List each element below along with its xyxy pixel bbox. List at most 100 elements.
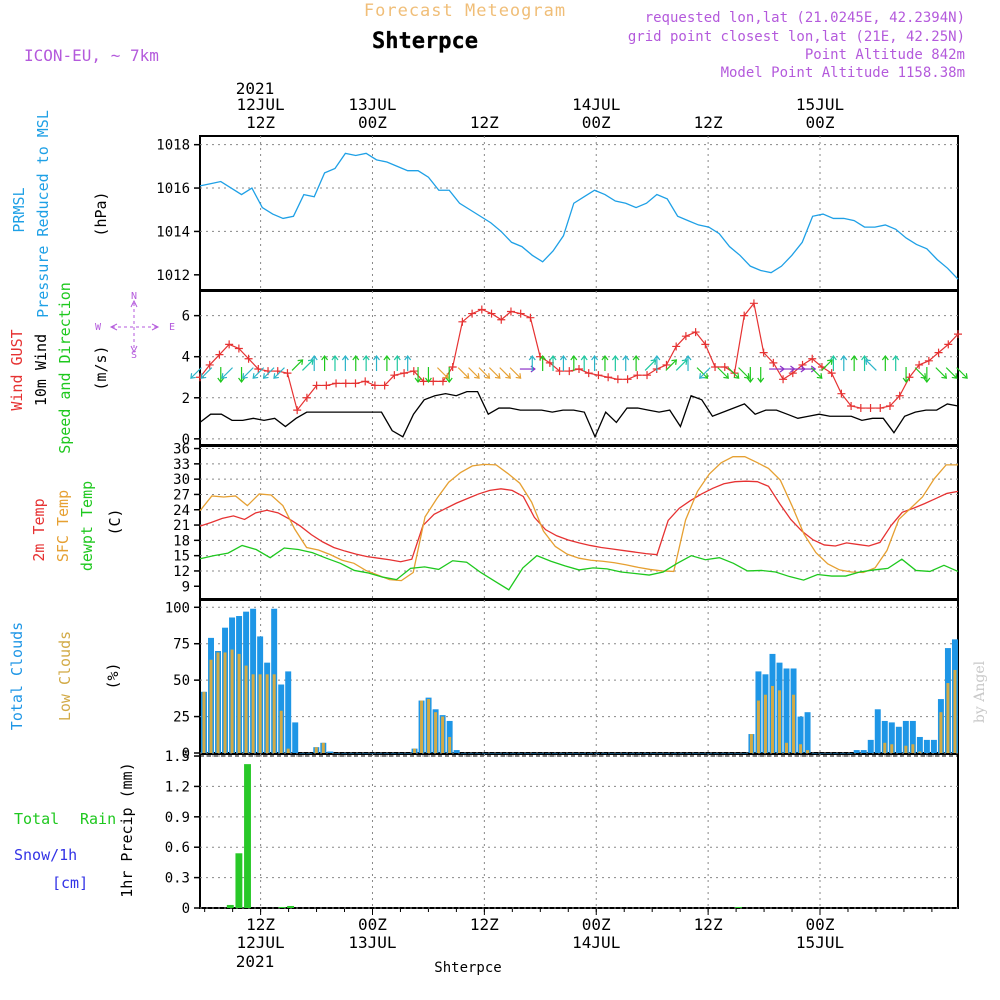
total-cloud-bar	[292, 722, 299, 753]
total-cloud-bar	[699, 753, 706, 754]
wind-arrow-head	[570, 355, 578, 361]
gust-marker	[506, 307, 515, 316]
wind-arrow-head	[424, 377, 432, 384]
wind-arrow	[644, 359, 657, 371]
top-date-label: 15JUL	[796, 95, 844, 114]
compass-s: S	[131, 350, 137, 361]
low-clouds-label: Low Clouds	[56, 631, 74, 721]
precip-unit: 1hr Precip (mm)	[118, 762, 136, 897]
gust-marker	[390, 371, 399, 380]
bottom-hour-label: 12Z	[694, 915, 723, 934]
low-cloud-bar	[279, 710, 283, 753]
gust-marker	[895, 391, 904, 400]
wind-arrow-head	[865, 359, 871, 365]
model-altitude: Model Point Altitude 1158.38m	[721, 65, 965, 81]
wind-arrow-head	[505, 373, 511, 379]
gust-marker	[293, 406, 302, 415]
wind-arrow	[717, 367, 729, 379]
wind-arrow	[935, 367, 948, 379]
wind-arrow	[601, 355, 609, 372]
low-cloud-bar	[904, 745, 908, 753]
gust-marker	[837, 389, 846, 398]
low-cloud-bar	[792, 694, 796, 753]
rain-bar	[244, 764, 251, 908]
wind-arrow-head	[810, 365, 817, 373]
wind-arrow-head	[632, 355, 640, 361]
bottom-date-label: 12JUL	[237, 933, 285, 952]
total-cloud-bar	[404, 753, 411, 754]
wind-arrow-head	[816, 373, 823, 379]
total-cloud-bar	[495, 753, 502, 754]
location-title: Shterpce	[372, 29, 478, 54]
wind-arrow	[696, 367, 709, 379]
wind-arrow	[478, 367, 491, 379]
temp-ytick-label: 18	[173, 533, 190, 549]
total-rain-label-b: Rain	[80, 810, 116, 828]
gust-marker	[885, 401, 894, 410]
cloud-bars	[201, 608, 958, 754]
rain-bar	[226, 904, 234, 908]
wind-arrow	[238, 367, 246, 384]
gust-marker	[477, 305, 486, 314]
total-cloud-bar	[341, 753, 348, 754]
gust-marker	[312, 381, 321, 390]
t2m-line	[199, 480, 959, 563]
wind-arrow-head	[850, 355, 858, 361]
wind-arrow-head	[892, 355, 900, 361]
top-hour-label: 12Z	[470, 113, 499, 132]
wind-arrow-head	[829, 355, 837, 361]
wind-arrow-shaft	[200, 367, 213, 379]
low-cloud-bar	[799, 744, 803, 753]
wind-arrow-shaft	[696, 367, 708, 379]
wind-arrow	[570, 355, 578, 372]
gust-marker	[438, 377, 447, 386]
gust-marker	[876, 404, 885, 413]
clouds-ytick-label: 0	[182, 746, 190, 762]
total-cloud-bar	[734, 753, 741, 754]
gust-marker	[779, 375, 788, 384]
wind-arrow	[861, 355, 869, 372]
bottom-hour-label: 00Z	[582, 915, 611, 934]
total-cloud-bar	[629, 753, 636, 754]
product-title: Forecast Meteogram	[364, 1, 566, 21]
wind-arrow-head	[601, 355, 609, 361]
wind-ytick-label: 0	[182, 432, 190, 448]
wind-arrow	[881, 355, 889, 372]
wind-arrow-head	[650, 359, 657, 365]
gust-marker	[769, 358, 778, 367]
wind-arrow-shaft	[468, 367, 480, 379]
wind-arrow	[632, 355, 640, 372]
wind-arrow	[684, 355, 692, 372]
gust-marker	[759, 348, 768, 357]
wind-arrow-head	[684, 355, 692, 361]
temp-ytick-label: 24	[173, 503, 190, 519]
gust-marker	[915, 360, 924, 369]
grid-point: grid point closest lon,lat (21E, 42.25N)	[628, 29, 965, 45]
wind-arrow	[738, 367, 750, 379]
gust-marker	[351, 379, 360, 388]
bottom-hour-label: 00Z	[806, 915, 835, 934]
snow-label: Snow/1h	[14, 846, 77, 864]
wind-arrow-shaft	[509, 367, 522, 379]
total-cloud-bar	[299, 753, 306, 754]
sfc-temp-line	[199, 456, 958, 582]
wind-arrow-head	[723, 373, 729, 379]
wind-arrow	[622, 355, 630, 372]
clouds-unit: (%)	[104, 662, 122, 689]
gust-marker	[302, 393, 311, 402]
wind-arrow	[190, 367, 202, 379]
low-cloud-bar	[258, 674, 262, 753]
wind-arrow-head	[362, 355, 370, 361]
rain-bar	[735, 906, 742, 908]
wind-arrow-shaft	[956, 367, 968, 379]
wind-arrow-shaft	[810, 367, 823, 379]
total-cloud-bar	[558, 753, 565, 754]
gust-marker	[448, 362, 457, 371]
wind-arrow	[200, 367, 213, 379]
gust-marker	[516, 309, 525, 318]
wind-arrow-head	[698, 373, 705, 379]
precip-ytick-label: 0	[182, 901, 190, 917]
wind-arrow-shaft	[717, 367, 729, 379]
low-cloud-bar	[272, 674, 276, 753]
